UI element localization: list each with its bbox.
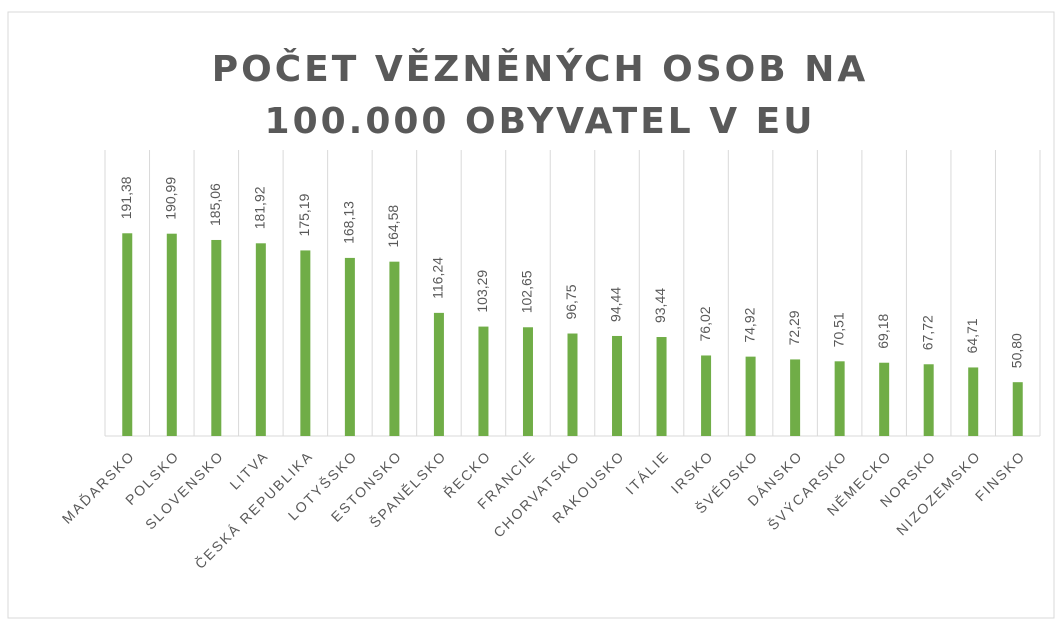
bar	[745, 356, 756, 436]
data-label: 102,65	[519, 270, 535, 313]
chart-title: POČET VĚZNĚNÝCH OSOB NA 100.000 OBYVATEL…	[211, 49, 869, 142]
x-tick-label: SLOVENSKO	[142, 447, 227, 532]
x-tick-label: ITÁLIE	[622, 447, 672, 497]
data-label: 69,18	[875, 313, 891, 348]
bar	[790, 359, 801, 436]
data-label: 74,92	[741, 307, 757, 342]
data-label: 164,58	[385, 205, 401, 248]
bar	[166, 233, 177, 436]
bar	[300, 250, 311, 436]
bar	[834, 361, 845, 436]
bar	[255, 243, 266, 436]
data-label: 76,02	[697, 306, 713, 341]
data-label: 94,44	[608, 287, 624, 322]
data-label: 93,44	[652, 288, 668, 323]
data-label: 181,92	[252, 186, 268, 229]
bar	[567, 333, 578, 436]
data-label: 64,71	[964, 318, 980, 353]
data-label: 72,29	[786, 310, 802, 345]
data-label: 70,51	[830, 312, 846, 347]
bar	[656, 337, 667, 436]
data-label: 96,75	[563, 284, 579, 319]
data-label: 190,99	[162, 177, 178, 220]
data-label: 50,80	[1008, 333, 1024, 368]
data-label: 103,29	[474, 270, 490, 313]
data-label: 168,13	[341, 201, 357, 244]
x-tick-label: NIZOZEMSKO	[893, 447, 984, 538]
data-label: 185,06	[207, 183, 223, 226]
bar	[879, 362, 890, 436]
bar	[522, 327, 533, 436]
x-tick-label: MAĎARSKO	[59, 447, 138, 526]
data-label: 191,38	[118, 176, 134, 219]
bar	[122, 233, 133, 436]
x-tick-label: ŠPANĚLSKO	[366, 447, 449, 530]
bar	[701, 355, 712, 436]
data-label: 116,24	[430, 257, 446, 299]
bar	[389, 261, 400, 436]
bar	[433, 312, 444, 436]
x-tick-label: ŠVÝCARSKO	[765, 447, 851, 533]
data-label: 175,19	[296, 193, 312, 236]
bar	[612, 335, 623, 436]
bar	[1012, 382, 1023, 436]
chart-border	[7, 11, 1055, 619]
bar	[923, 364, 934, 436]
bar	[968, 367, 979, 436]
bar	[211, 239, 222, 436]
x-tick-label: LITVA	[226, 447, 271, 492]
bar	[478, 326, 489, 436]
data-label: 67,72	[919, 315, 935, 350]
bar	[344, 257, 355, 436]
